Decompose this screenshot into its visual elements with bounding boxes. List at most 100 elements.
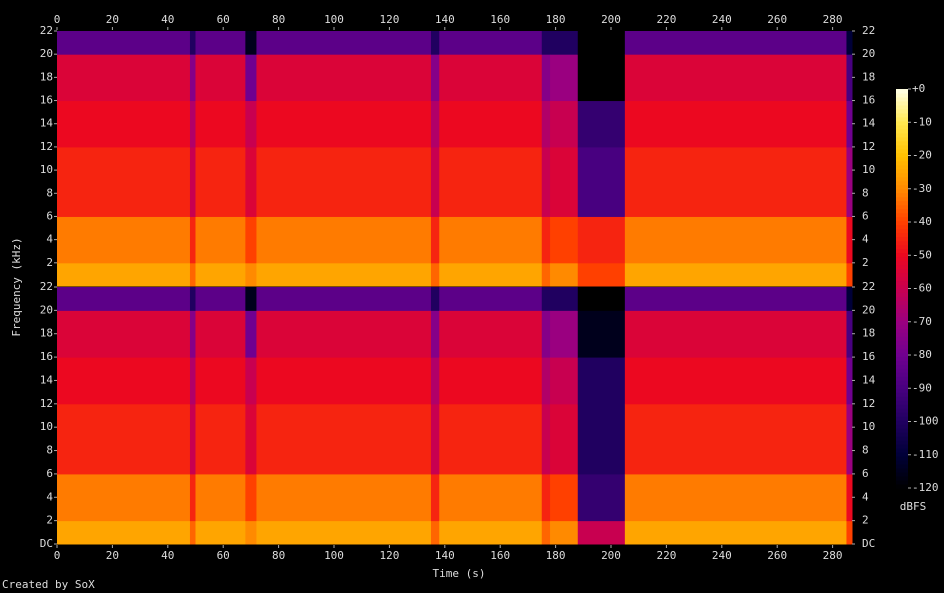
spectrogram-cell [430,403,440,475]
y-tick-label-right: 14 [862,117,876,130]
colorbar-segment [896,252,908,258]
colorbar-segment [896,416,908,421]
spectrogram-cell [541,146,551,217]
spectrogram-cell [57,100,191,148]
colorbar-segment [896,404,908,409]
spectrogram-cell [245,216,257,264]
colorbar-segment [896,484,908,489]
colorbar-segment [896,472,908,477]
spectrogram-cell [430,357,440,405]
colorbar-segment [896,348,908,353]
colorbar-segment [896,356,908,361]
colorbar-segment [896,220,908,226]
spectrogram-cell [195,310,246,358]
colorbar-segment [896,180,908,186]
y-tick-label: 12 [40,397,53,410]
y-tick-label-right: 4 [862,490,869,503]
spectrogram-cell [430,520,440,545]
y-tick-label: 20 [40,303,53,316]
colorbar-segment [896,120,908,126]
y-tick-label-right: 20 [862,303,875,316]
colorbar-segment [896,152,908,158]
colorbar-segment [896,320,908,325]
colorbar-segment [896,476,908,481]
y-tick-label: 8 [46,444,53,457]
spectrogram-cell [245,357,257,405]
spectrogram-cell [624,310,847,358]
spectrogram-cell [577,357,626,405]
colorbar-segment [896,156,908,162]
x-tick-label: 80 [272,549,285,562]
spectrogram-cell [577,31,626,55]
colorbar-segment [896,328,908,333]
spectrogram-cell [195,403,246,475]
y-tick-label: 2 [46,514,53,527]
y-tick-label: 20 [40,47,53,60]
colorbar-segment [896,124,908,130]
spectrogram-cell [550,310,579,358]
colorbar-segment [896,128,908,134]
colorbar-segment [896,256,908,262]
colorbar-segment [896,444,908,449]
colorbar-tick-label: -120 [912,481,939,494]
spectrogram-cell [256,216,432,264]
spectrogram-cell [439,403,543,475]
colorbar-segment [896,216,908,222]
colorbar-segment [896,408,908,413]
y-tick-label: 6 [46,209,53,222]
spectrogram-cell [195,262,246,287]
colorbar-segment [896,192,908,198]
x-tick-label-top: 100 [324,13,344,26]
spectrogram-cell [57,146,191,217]
spectrogram-cell [245,262,257,287]
colorbar-segment [896,112,908,118]
y-tick-label: 12 [40,140,53,153]
spectrogram-cell [577,403,626,475]
spectrogram-cell [256,473,432,522]
x-tick-label-top: 40 [161,13,174,26]
colorbar-segment [896,296,908,301]
colorbar-segment [896,276,908,282]
spectrogram-cell [577,54,626,102]
y-tick-label-right: 6 [862,209,869,222]
colorbar-segment [896,160,908,166]
spectrogram-cell [846,473,853,522]
colorbar-tick-label: -60 [912,282,932,295]
spectrogram-cell [57,520,191,545]
colorbar-segment [896,89,908,94]
colorbar-segment [896,244,908,250]
y-tick-label-right: 4 [862,233,869,246]
colorbar-segment [896,208,908,214]
spectrogram-cell [245,100,257,148]
spectrogram-cell [195,54,246,102]
y-tick-label-right: 16 [862,94,875,107]
x-tick-label-top: 60 [217,13,230,26]
x-tick-label-top: 120 [379,13,399,26]
spectrogram-cell [439,287,543,311]
spectrogram-cell [256,403,432,475]
colorbar-segment [896,232,908,238]
spectrogram-cell [550,262,579,287]
spectrogram-cell [57,473,191,522]
y-tick-label: 18 [40,327,53,340]
spectrogram-cell [189,310,197,358]
spectrogram-cell [430,100,440,148]
spectrogram-cell [195,100,246,148]
spectrogram-cell [189,31,197,55]
colorbar-segment [896,480,908,485]
colorbar-segment [896,440,908,445]
spectrogram-cell [430,54,440,102]
spectrogram-cell [577,216,626,264]
spectrogram-cell [624,262,847,287]
spectrogram-cell [846,31,853,55]
colorbar-segment [896,148,908,154]
colorbar-segment [896,304,908,309]
colorbar-segment [896,340,908,345]
spectrogram-cell [577,262,626,287]
colorbar-segment [896,372,908,377]
spectrogram-cell [550,54,579,102]
colorbar-segment [896,364,908,369]
colorbar-segment [896,316,908,321]
spectrogram-cell [195,287,246,311]
colorbar-segment [896,140,908,146]
